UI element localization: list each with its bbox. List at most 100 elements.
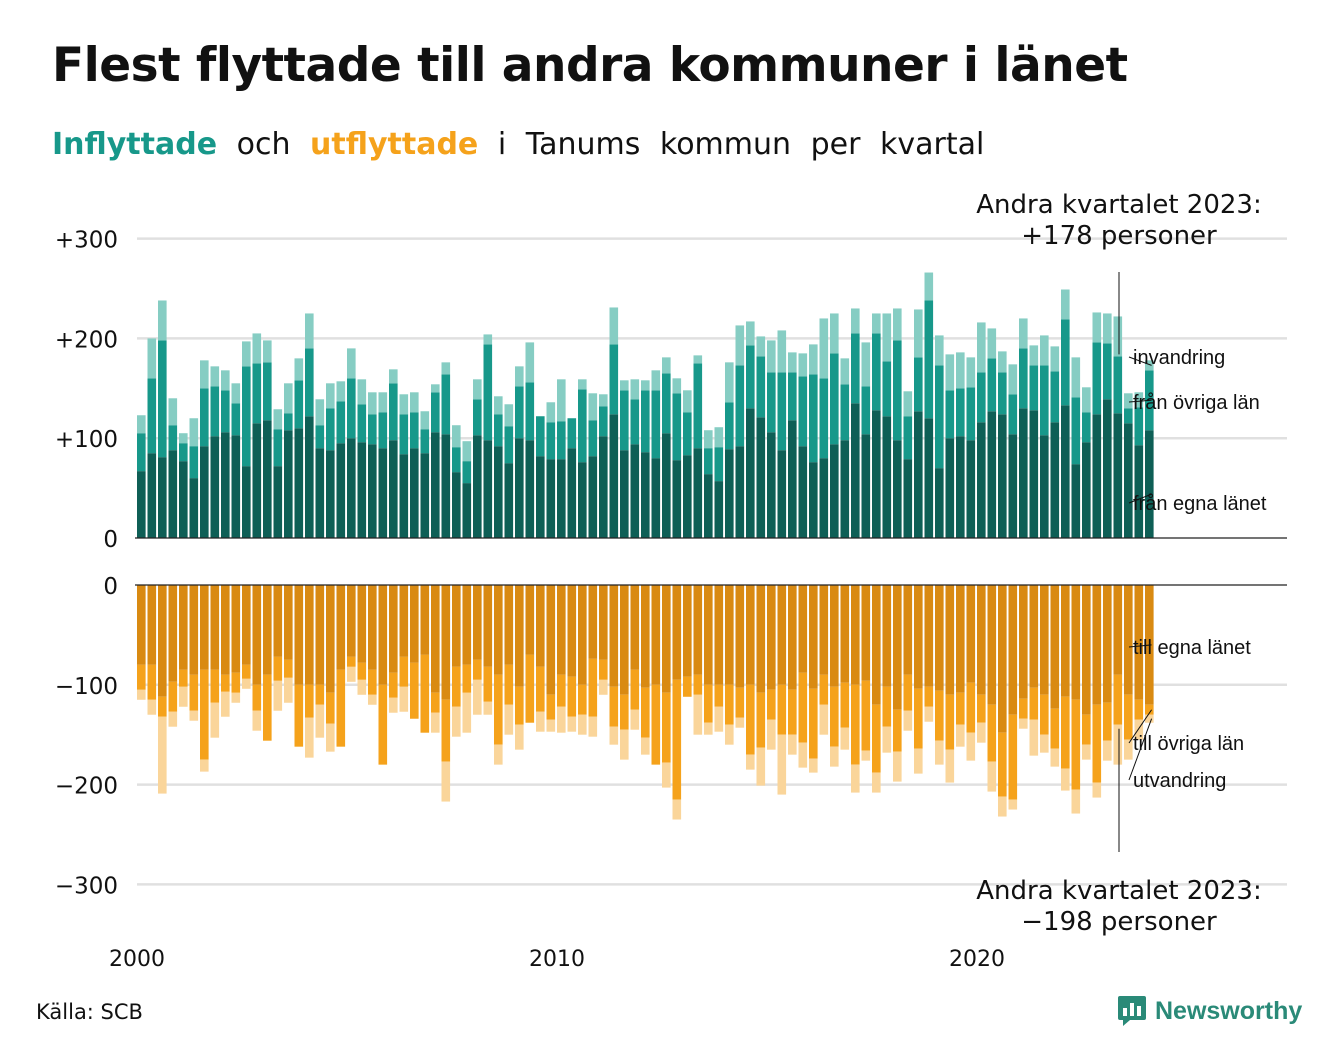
newsworthy-logo: Newsworthy — [1117, 994, 1302, 1028]
bar-inflyttade — [882, 416, 892, 538]
bar-utflyttade — [410, 662, 419, 719]
bar-inflyttade — [830, 353, 839, 445]
bar-inflyttade — [504, 426, 514, 464]
bar-utflyttade — [683, 676, 692, 697]
bar-utflyttade — [630, 585, 640, 670]
bar-inflyttade — [672, 460, 682, 538]
bar-utflyttade — [431, 585, 440, 693]
bar-utflyttade — [1008, 585, 1018, 715]
bar-utflyttade — [357, 585, 367, 663]
bar-utflyttade — [809, 688, 818, 759]
bar-inflyttade — [294, 428, 304, 538]
bar-utflyttade — [987, 585, 997, 705]
bar-inflyttade — [945, 438, 955, 538]
bar-utflyttade — [221, 585, 230, 675]
bar-utflyttade — [1113, 674, 1123, 725]
bar-utflyttade — [735, 585, 745, 688]
bar-utflyttade — [147, 664, 157, 700]
bar-inflyttade — [284, 383, 293, 414]
bar-inflyttade — [987, 358, 997, 412]
bar-inflyttade — [494, 414, 503, 447]
bar-inflyttade — [399, 454, 409, 538]
bar-utflyttade — [756, 692, 766, 748]
bar-inflyttade — [158, 340, 167, 458]
bar-utflyttade — [788, 689, 797, 735]
bar-utflyttade — [179, 585, 188, 670]
bar-utflyttade — [1134, 719, 1144, 740]
bar-utflyttade — [809, 585, 818, 689]
bar-inflyttade — [347, 438, 356, 538]
bar-inflyttade — [357, 404, 367, 443]
bar-inflyttade — [242, 341, 251, 367]
y-tick-label: +200 — [55, 327, 118, 353]
bar-inflyttade — [252, 363, 262, 424]
bar-inflyttade — [882, 361, 892, 417]
bar-utflyttade — [630, 709, 640, 730]
bar-inflyttade — [630, 399, 640, 445]
bar-utflyttade — [504, 585, 514, 665]
bar-utflyttade — [557, 674, 566, 707]
bar-utflyttade — [966, 585, 976, 683]
bar-utflyttade — [735, 717, 745, 728]
bar-utflyttade — [546, 585, 556, 695]
bar-utflyttade — [882, 585, 892, 687]
bar-utflyttade — [347, 666, 356, 682]
bar-inflyttade — [504, 463, 514, 538]
bar-utflyttade — [158, 585, 167, 697]
bar-utflyttade — [819, 585, 829, 675]
bar-inflyttade — [315, 399, 325, 426]
bar-utflyttade — [252, 585, 262, 685]
bar-inflyttade — [819, 378, 829, 459]
bar-utflyttade — [273, 656, 283, 681]
bar-inflyttade — [1092, 342, 1102, 415]
bar-inflyttade — [357, 442, 367, 538]
bar-inflyttade — [725, 362, 734, 403]
bar-inflyttade — [641, 380, 650, 391]
bar-utflyttade — [1071, 789, 1081, 814]
bar-inflyttade — [767, 340, 776, 373]
bar-utflyttade — [746, 684, 755, 755]
bar-inflyttade — [914, 309, 923, 358]
bar-utflyttade — [1040, 694, 1049, 735]
bar-utflyttade — [714, 585, 724, 685]
bar-utflyttade — [914, 585, 923, 689]
bar-utflyttade — [431, 712, 440, 733]
bar-inflyttade — [756, 356, 766, 418]
bar-utflyttade — [462, 692, 472, 733]
bar-utflyttade — [305, 585, 314, 685]
bar-inflyttade — [231, 435, 241, 538]
bar-utflyttade — [221, 674, 230, 692]
annotation-text: +178 personer — [1021, 221, 1217, 251]
bar-inflyttade — [158, 300, 167, 341]
bar-inflyttade — [483, 334, 493, 345]
bar-utflyttade — [1124, 739, 1133, 760]
bar-inflyttade — [630, 444, 640, 538]
bar-utflyttade — [1145, 704, 1154, 715]
bar-inflyttade — [378, 448, 388, 538]
bar-inflyttade — [252, 423, 262, 538]
bar-utflyttade — [557, 706, 566, 733]
bar-inflyttade — [935, 335, 944, 366]
bar-inflyttade — [1050, 371, 1060, 423]
bar-inflyttade — [903, 416, 913, 460]
bar-inflyttade — [1145, 430, 1154, 538]
bar-inflyttade — [189, 418, 199, 447]
bar-inflyttade — [1029, 345, 1039, 366]
bar-inflyttade — [368, 444, 377, 538]
subtitle-word: kommun — [659, 127, 792, 162]
bar-utflyttade — [179, 686, 188, 707]
bar-utflyttade — [599, 659, 608, 680]
bar-utflyttade — [1124, 694, 1133, 740]
bar-inflyttade — [1008, 394, 1018, 435]
label-leader — [1128, 709, 1153, 744]
bar-utflyttade — [210, 669, 220, 703]
bar-inflyttade — [893, 440, 902, 538]
bar-inflyttade — [368, 392, 377, 415]
bar-inflyttade — [725, 402, 734, 450]
bar-inflyttade — [714, 427, 724, 448]
bar-utflyttade — [137, 664, 146, 690]
bar-utflyttade — [305, 684, 314, 718]
bar-inflyttade — [588, 420, 598, 457]
subtitle-word: kvartal — [879, 127, 985, 162]
bar-utflyttade — [609, 686, 619, 727]
